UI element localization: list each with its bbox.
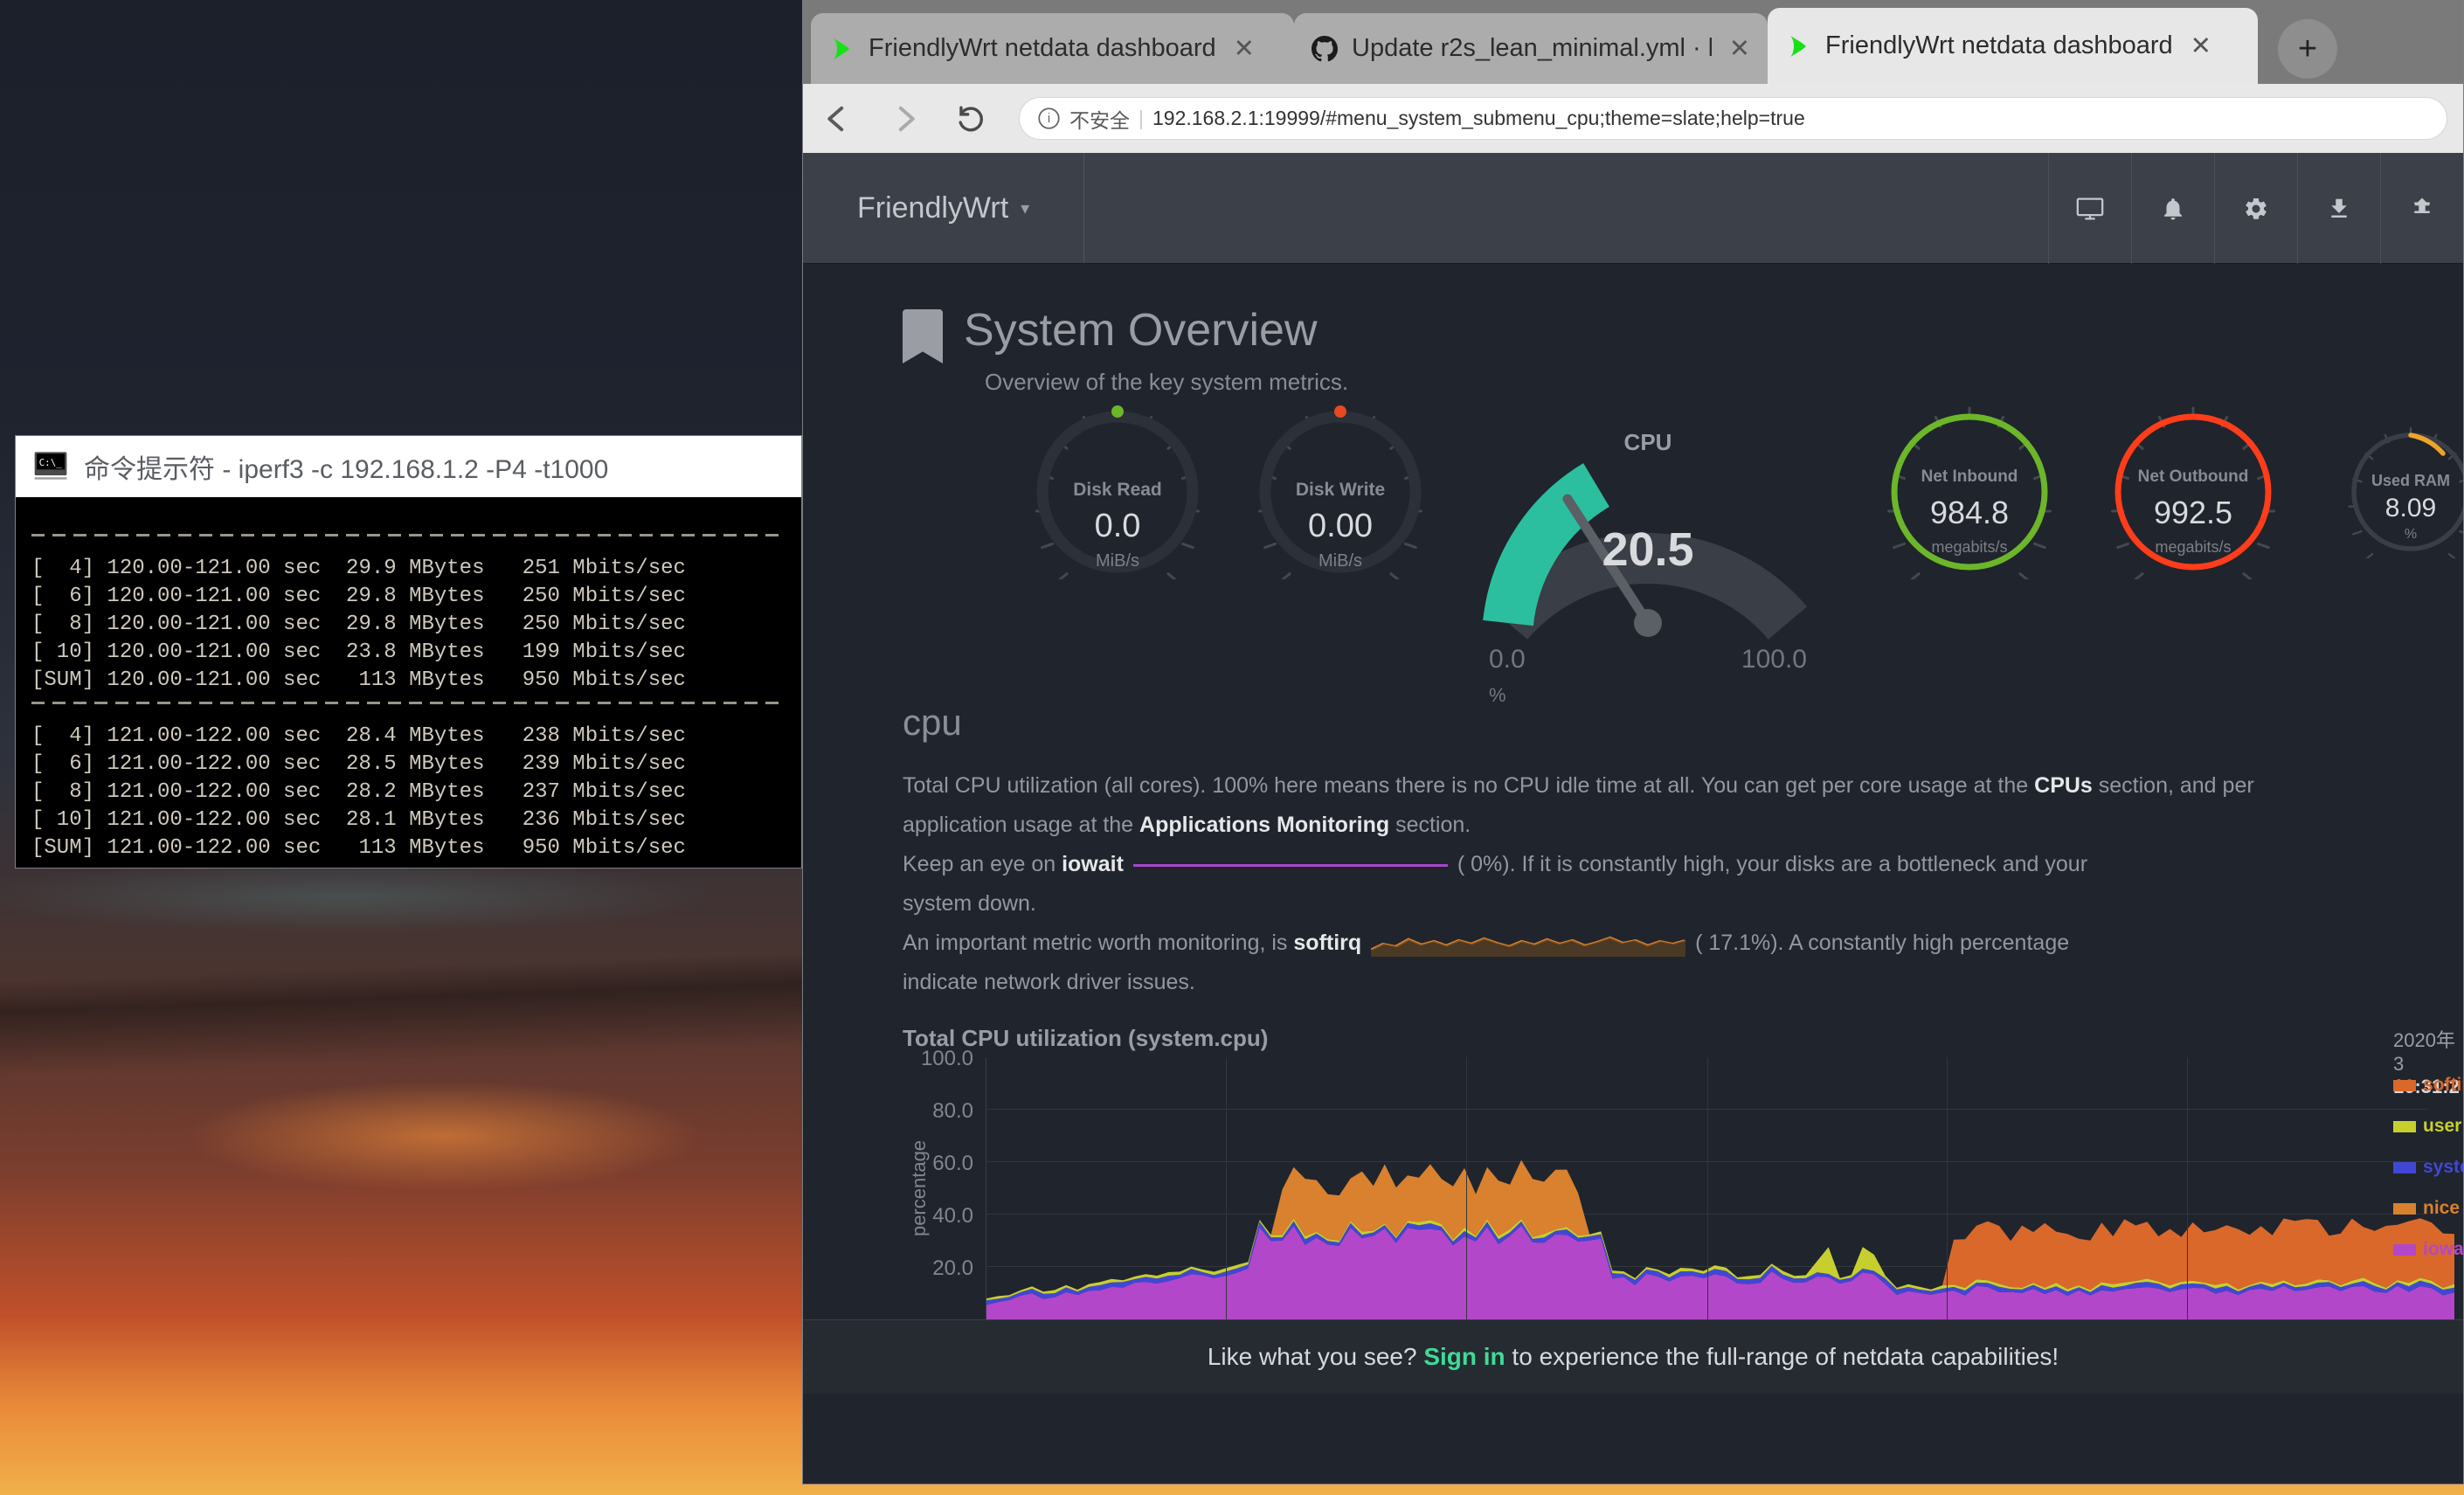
svg-text:i: i bbox=[1048, 112, 1050, 126]
svg-text:C:\_: C:\_ bbox=[39, 457, 63, 468]
